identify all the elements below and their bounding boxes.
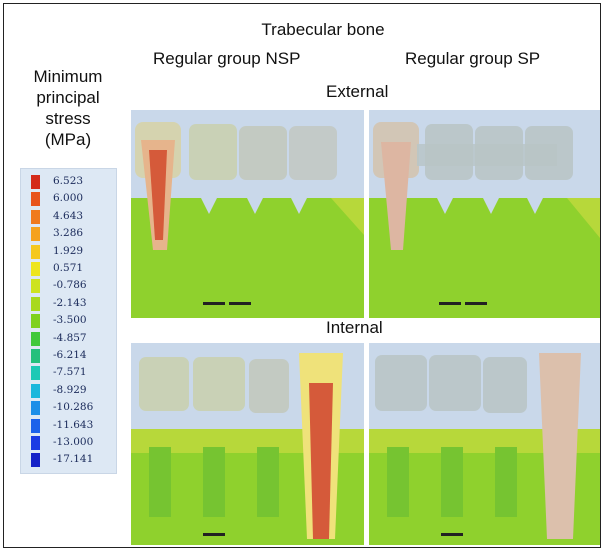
legend-item: 3.286 (31, 226, 116, 242)
row-label-external: External (326, 82, 389, 101)
legend-value: 3.286 (53, 227, 84, 240)
legend-item: 6.523 (31, 174, 116, 189)
legend-value: -6.214 (53, 349, 87, 361)
legend-item: -13.000 (31, 435, 116, 450)
legend-swatch (31, 349, 40, 363)
legend-swatch (31, 227, 40, 242)
legend-value: 1.929 (53, 244, 84, 257)
fea-render (131, 343, 364, 545)
legend-value: -10.286 (53, 401, 94, 414)
legend-item: -0.786 (31, 278, 116, 294)
legend-item: 4.643 (31, 209, 116, 224)
legend-swatch (31, 175, 40, 189)
legend-value: -2.143 (53, 296, 87, 309)
fea-render (369, 110, 600, 318)
legend-swatch (31, 209, 40, 224)
legend-item: 1.929 (31, 244, 116, 259)
legend-item: 6.000 (31, 191, 116, 207)
legend-swatch (31, 279, 40, 294)
legend-value: -11.643 (53, 418, 94, 431)
legend-swatch (31, 383, 40, 398)
panel-internal-nsp (131, 343, 364, 545)
panel-internal-sp (369, 343, 600, 545)
legend-swatch (31, 192, 40, 207)
panel-external-sp (369, 110, 600, 318)
column-label-sp: Regular group SP (405, 49, 541, 68)
legend-swatch (31, 262, 40, 276)
legend-item: -4.857 (31, 331, 116, 346)
legend-item: -10.286 (31, 400, 116, 416)
legend-swatch (31, 366, 40, 381)
figure-frame (3, 3, 601, 548)
legend-item: -3.500 (31, 313, 116, 329)
legend-swatch (31, 244, 40, 259)
figure-title: Trabecular bone (261, 20, 385, 39)
panel-external-nsp (131, 110, 364, 318)
legend-item: 0.571 (31, 261, 116, 276)
legend-title-line: principal (36, 88, 100, 107)
legend-item: -2.143 (31, 296, 116, 311)
legend-value: -7.571 (53, 366, 87, 379)
legend-value: -8.929 (53, 383, 87, 396)
legend-item: -11.643 (31, 418, 116, 433)
column-label-nsp: Regular group NSP (153, 49, 301, 68)
fea-render (131, 110, 364, 318)
legend-swatch (31, 418, 40, 433)
legend-swatch (31, 401, 40, 416)
legend-item: -17.141 (31, 452, 116, 468)
legend-value: -0.786 (53, 279, 87, 292)
legend-title-line: Minimum (33, 67, 103, 86)
legend-swatch (31, 314, 40, 329)
legend-title: Minimum principal stress (MPa) (18, 66, 118, 150)
legend-swatch (31, 436, 40, 450)
legend-value: -13.000 (53, 436, 94, 448)
legend-item: -8.929 (31, 383, 116, 398)
color-legend: 6.523 6.000 4.643 3.286 1.929 0.571 -0.786 -2.1… (20, 168, 117, 474)
legend-item: -6.214 (31, 348, 116, 363)
legend-value: 0.571 (53, 262, 84, 274)
row-label-internal: Internal (326, 318, 383, 337)
legend-title-line: (MPa) (44, 130, 92, 149)
legend-swatch (31, 296, 40, 311)
legend-value: 6.000 (53, 192, 84, 205)
legend-value: -17.141 (53, 453, 94, 466)
legend-value: -4.857 (53, 331, 87, 344)
legend-swatch (31, 331, 40, 346)
legend-title-line: stress (45, 109, 91, 128)
legend-swatch (31, 453, 40, 468)
fea-render (369, 343, 600, 545)
legend-item: -7.571 (31, 365, 116, 381)
legend-value: -3.500 (53, 314, 87, 327)
legend-value: 6.523 (53, 175, 84, 187)
legend-value: 4.643 (53, 209, 84, 222)
